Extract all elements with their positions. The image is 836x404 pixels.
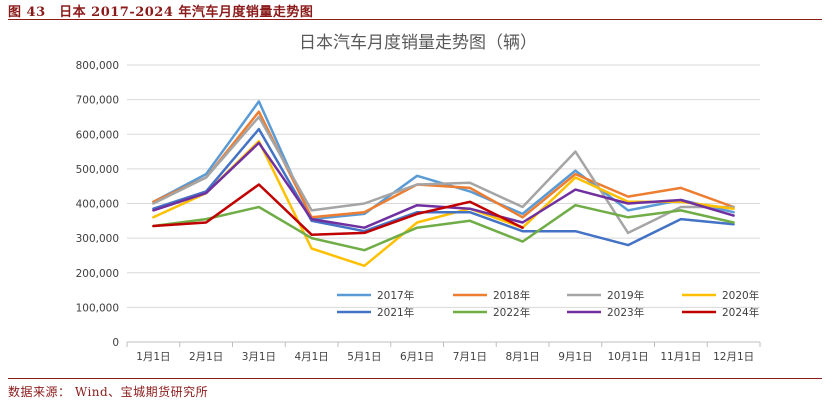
line-chart: 日本汽车月度销量走势图（辆） 0 100,000 200,000 300,000 400… — [76, 33, 761, 363]
series-line-2019年 — [152, 115, 735, 235]
y-tick-label: 400,000 — [76, 199, 119, 211]
legend: 2017年 2018年 2019年 2020年 2021年 2022年 2023年 2024年 — [337, 289, 759, 319]
y-tick-label: 0 — [112, 337, 119, 349]
figure-header: 图 43 日本 2017-2024 年汽车月度销量走势图 — [0, 0, 836, 20]
x-tick-label: 9月1日 — [558, 351, 592, 363]
y-tick-label: 500,000 — [76, 164, 119, 176]
bottom-rule — [8, 378, 822, 379]
legend-label: 2020年 — [722, 289, 759, 302]
series-line-2018年 — [152, 110, 735, 219]
y-tick-label: 300,000 — [76, 233, 119, 245]
legend-label: 2022年 — [493, 306, 530, 319]
x-tick-label: 10月1日 — [608, 351, 649, 363]
legend-label: 2023年 — [607, 306, 644, 319]
series-line-2024年 — [152, 183, 524, 236]
y-tick-label: 800,000 — [76, 60, 119, 72]
x-tick-label: 5月1日 — [347, 351, 381, 363]
y-tick-label: 100,000 — [76, 302, 119, 314]
x-axis-ticks: 1月1日 2月1日 3月1日 4月1日 5月1日 6月1日 7月1日 8月1日 9月1日 10月1… — [126, 342, 761, 363]
y-tick-label: 200,000 — [76, 268, 119, 280]
legend-label: 2024年 — [722, 306, 759, 319]
legend-label: 2018年 — [493, 289, 530, 302]
x-tick-label: 12月1日 — [713, 351, 754, 363]
figure-source: 数据来源： Wind、宝城期货研究所 — [8, 385, 209, 399]
legend-label: 2019年 — [607, 289, 644, 302]
y-tick-label: 600,000 — [76, 129, 119, 141]
x-tick-label: 3月1日 — [242, 351, 276, 363]
x-tick-label: 8月1日 — [505, 351, 539, 363]
x-tick-label: 4月1日 — [294, 351, 328, 363]
x-tick-label: 2月1日 — [189, 351, 223, 363]
top-rule — [8, 19, 822, 20]
x-tick-label: 6月1日 — [400, 351, 434, 363]
x-tick-label: 7月1日 — [453, 351, 487, 363]
legend-label: 2021年 — [377, 306, 414, 319]
y-axis-ticks: 0 100,000 200,000 300,000 400,000 500,000 600,… — [76, 60, 119, 349]
legend-label: 2017年 — [377, 289, 414, 302]
figure-title: 图 43 日本 2017-2024 年汽车月度销量走势图 — [8, 5, 314, 20]
x-tick-label: 1月1日 — [136, 351, 170, 363]
chart-title: 日本汽车月度销量走势图（辆） — [299, 33, 537, 53]
series-lines — [152, 100, 735, 268]
y-tick-label: 700,000 — [76, 95, 119, 107]
series-line-2022年 — [152, 203, 735, 252]
x-tick-label: 11月1日 — [660, 351, 701, 363]
series-line-2021年 — [152, 127, 735, 247]
